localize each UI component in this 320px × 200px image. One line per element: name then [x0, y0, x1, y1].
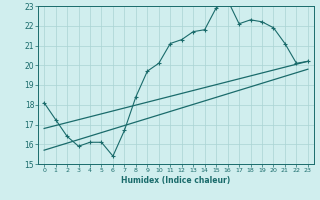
X-axis label: Humidex (Indice chaleur): Humidex (Indice chaleur) — [121, 176, 231, 185]
